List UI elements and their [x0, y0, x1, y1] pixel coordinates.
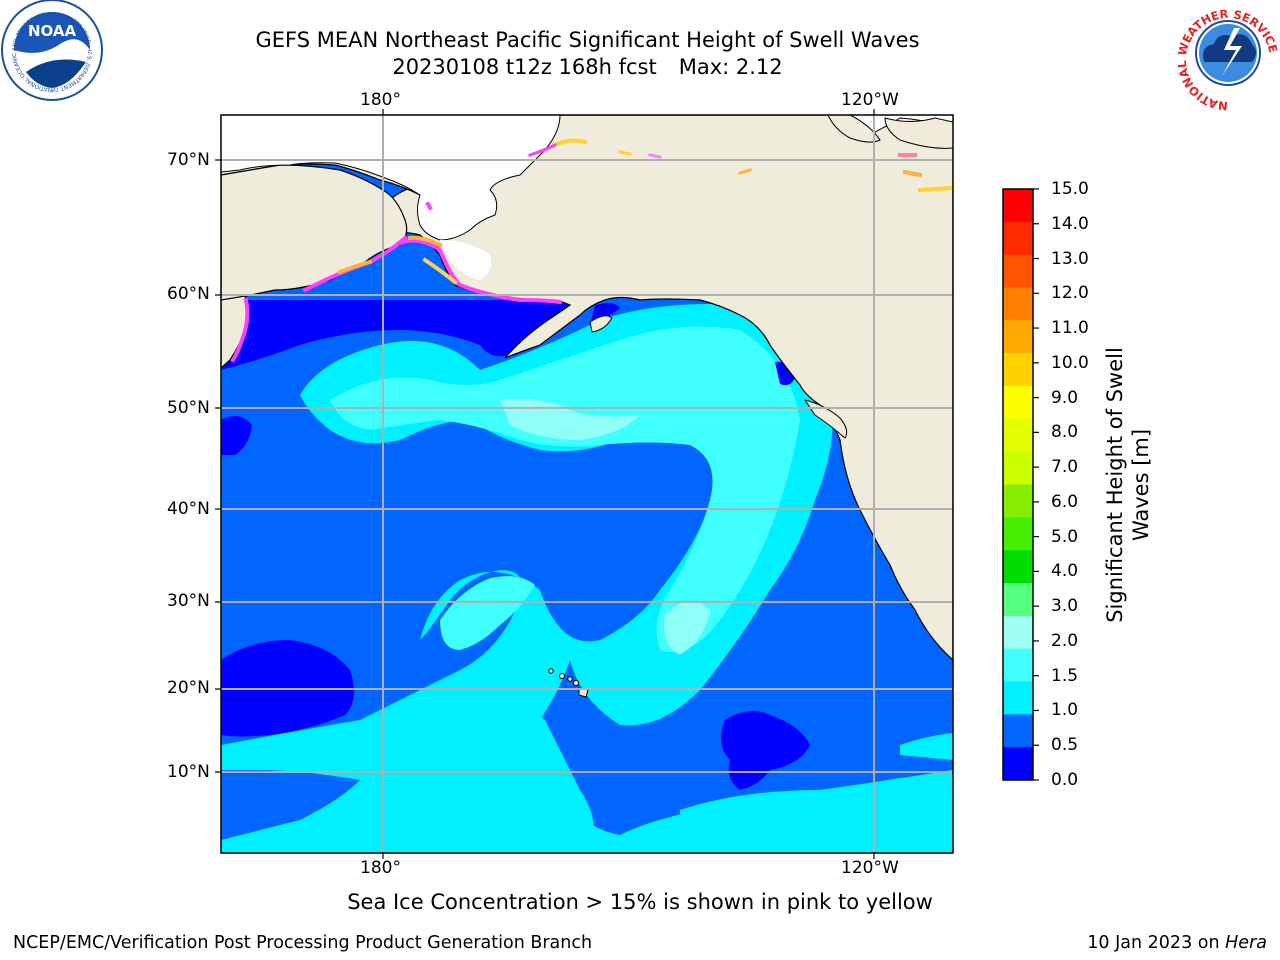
land-kodiak [589, 315, 613, 333]
colorbar-tick-label: 13.0 [1051, 248, 1089, 269]
map-frame [220, 114, 954, 854]
map-subtitle: 20230108 t12z 168h fcst Max: 2.12 [0, 54, 1175, 80]
swell-band-tropical [380, 706, 594, 842]
lat-label-40n: 40°N [167, 499, 210, 519]
footer-machine: Hera [1225, 933, 1267, 953]
graticule [221, 115, 953, 853]
colorbar-tick-label: 0.0 [1051, 770, 1079, 790]
colorbar-segment [1003, 320, 1033, 354]
colorbar [1002, 188, 1039, 781]
colorbar-segment [1003, 714, 1033, 748]
swell-lobe-central [440, 576, 535, 650]
colorbar-frame [1002, 188, 1034, 781]
colorbar-tick-label: 6.0 [1051, 491, 1079, 512]
colorbar-tick-label: 1.0 [1051, 700, 1079, 721]
low-swell-bering [221, 300, 580, 370]
colorbar-segment [1003, 353, 1033, 387]
arctic-ocean-west [221, 115, 561, 241]
colorbar-segment [1003, 550, 1033, 584]
colorbar-segment [1003, 418, 1033, 453]
lat-label-10n: 10°N [167, 762, 210, 782]
colorbar-segment [1003, 189, 1033, 223]
sea-ice-caption: Sea Ice Concentration > 15% is shown in … [347, 890, 933, 914]
lat-label-30n: 30°N [167, 591, 210, 611]
swell-band-2-0-region-east [664, 601, 710, 655]
colorbar-tick-label: 2.0 [1051, 630, 1079, 651]
colorbar-tick-label: 3.0 [1051, 596, 1079, 617]
lon-label-top-120w: 120°W [841, 90, 899, 110]
lat-label-70n: 70°N [167, 150, 210, 170]
land-arctic-islands [827, 115, 881, 143]
lat-label-60n: 60°N [167, 284, 210, 304]
colorbar-title-line1: Significant Height of Swell [1103, 347, 1127, 623]
colorbar-tick-label: 1.5 [1051, 665, 1079, 686]
footer-date: 10 Jan 2023 on Hera [1087, 933, 1267, 953]
colorbar-segment [1003, 221, 1033, 256]
colorbar-segment [1003, 484, 1033, 518]
colorbar-tick-label: 15.0 [1051, 179, 1089, 199]
swell-height-map [221, 115, 953, 853]
colorbar-segment [1003, 681, 1033, 715]
colorbar-tick-label: 14.0 [1051, 213, 1089, 234]
lon-label-bottom-180: 180° [360, 858, 401, 878]
colorbar-tick-label: 9.0 [1051, 387, 1079, 408]
swell-band-south-east [680, 770, 953, 836]
colorbar-tick-label: 0.5 [1051, 735, 1079, 756]
land-arctic-islands-2 [884, 117, 953, 149]
noaa-logo-text: NOAA [28, 22, 77, 40]
max-value: Max: 2.12 [678, 55, 783, 79]
colorbar-tick-label: 12.0 [1051, 283, 1089, 304]
swell-band-2-0-region [500, 398, 640, 440]
nws-logo: NATIONAL WEATHER SERVICE [1175, 5, 1280, 113]
footer-credit: NCEP/EMC/Verification Post Processing Pr… [13, 933, 593, 953]
map-ticks [215, 109, 875, 859]
colorbar-tick-label: 7.0 [1051, 457, 1079, 478]
colorbar-tick-label: 4.0 [1051, 561, 1079, 582]
map-title: GEFS MEAN Northeast Pacific Significant … [255, 28, 920, 52]
lat-label-20n: 20°N [167, 678, 210, 698]
colorbar-segment [1003, 583, 1033, 617]
colorbar-segment [1003, 386, 1033, 420]
colorbar-tick-label: 8.0 [1051, 422, 1079, 443]
bering-strait-water [440, 240, 492, 280]
colorbar-tick-label: 10.0 [1051, 352, 1089, 373]
colorbar-segment [1003, 648, 1033, 682]
low-swell-patch-northwest [221, 416, 252, 455]
colorbar-segment [1003, 615, 1033, 650]
low-swell-patch-east [721, 711, 810, 790]
footer-date-text: 10 Jan 2023 on [1087, 933, 1226, 953]
colorbar-segment [1003, 517, 1033, 551]
lat-label-50n: 50°N [167, 398, 210, 418]
forecast-run: 20230108 t12z 168h fcst [392, 55, 657, 79]
colorbar-tick-label: 11.0 [1051, 318, 1089, 339]
colorbar-segment [1003, 747, 1033, 781]
lon-label-top-180: 180° [360, 90, 401, 110]
lon-label-bottom-120w: 120°W [841, 858, 899, 878]
noaa-logo: NOAA NATIONAL OCEANIC AND ATMOSPHERIC AD… [0, 0, 103, 101]
colorbar-segment [1003, 451, 1033, 485]
colorbar-segment [1003, 254, 1033, 288]
colorbar-title-line2: Waves [m] [1129, 428, 1153, 542]
colorbar-segment [1003, 287, 1033, 321]
colorbar-tick-label: 5.0 [1051, 526, 1079, 547]
swell-band-east-edge [900, 733, 953, 760]
sea-ice-fringe [230, 138, 953, 363]
land-hawaii [548, 668, 589, 698]
